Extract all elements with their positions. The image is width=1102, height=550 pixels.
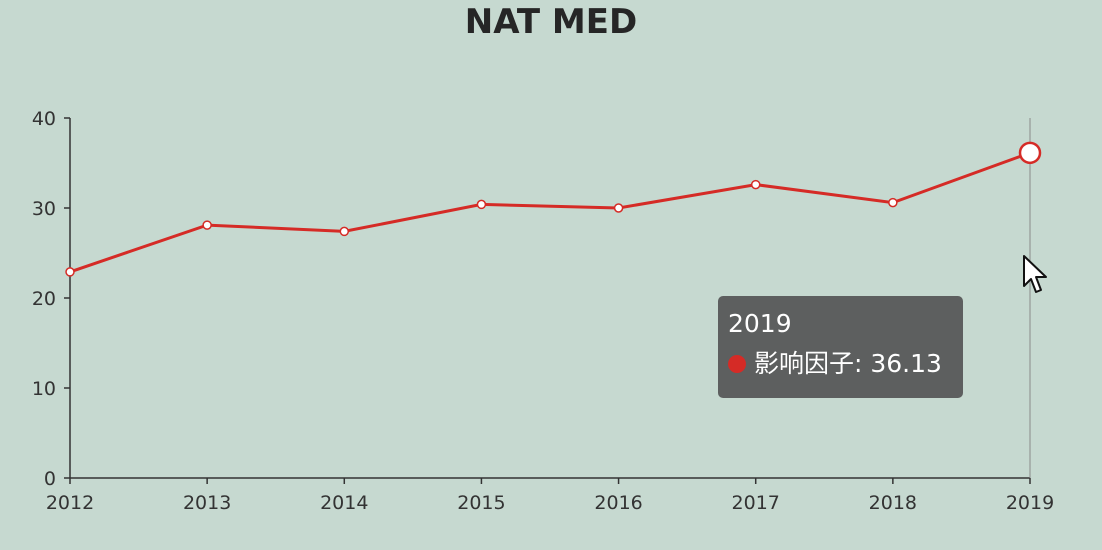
tooltip-row: 影响因子: 36.13 bbox=[728, 348, 953, 380]
x-tick-label: 2016 bbox=[594, 492, 642, 514]
y-tick-label: 40 bbox=[32, 108, 56, 130]
x-tick-label: 2015 bbox=[457, 492, 505, 514]
y-tick-label: 0 bbox=[44, 468, 56, 490]
x-tick-label: 2017 bbox=[732, 492, 780, 514]
mouse-cursor-icon bbox=[1023, 255, 1047, 293]
data-point[interactable] bbox=[1018, 141, 1042, 165]
data-point[interactable] bbox=[339, 226, 350, 237]
x-tick-label: 2014 bbox=[320, 492, 368, 514]
data-point[interactable] bbox=[65, 267, 75, 277]
y-tick-label: 30 bbox=[32, 198, 56, 220]
tooltip-series-marker bbox=[728, 355, 746, 373]
y-tick-labels: 0 10 20 30 40 bbox=[32, 108, 56, 490]
axes bbox=[64, 117, 1031, 484]
y-tick-label: 20 bbox=[32, 288, 56, 310]
tooltip-value: 影响因子: 36.13 bbox=[754, 349, 942, 378]
data-point[interactable] bbox=[750, 179, 761, 190]
x-tick-labels: 2012 2013 2014 2015 2016 2017 2018 2019 bbox=[46, 492, 1054, 514]
tooltip: 2019 影响因子: 36.13 bbox=[718, 296, 963, 398]
chart-title: NAT MED bbox=[464, 2, 638, 42]
series-line bbox=[69, 151, 1031, 274]
data-points bbox=[65, 141, 1042, 277]
data-point[interactable] bbox=[476, 199, 487, 210]
x-tick-label: 2019 bbox=[1006, 492, 1054, 514]
data-point[interactable] bbox=[888, 197, 898, 208]
data-point[interactable] bbox=[613, 203, 624, 213]
x-tick-label: 2018 bbox=[869, 492, 917, 514]
y-tick-label: 10 bbox=[32, 378, 56, 400]
x-tick-label: 2013 bbox=[183, 492, 231, 514]
tooltip-title: 2019 bbox=[728, 309, 792, 338]
data-point[interactable] bbox=[202, 220, 212, 230]
x-tick-label: 2012 bbox=[46, 492, 94, 514]
